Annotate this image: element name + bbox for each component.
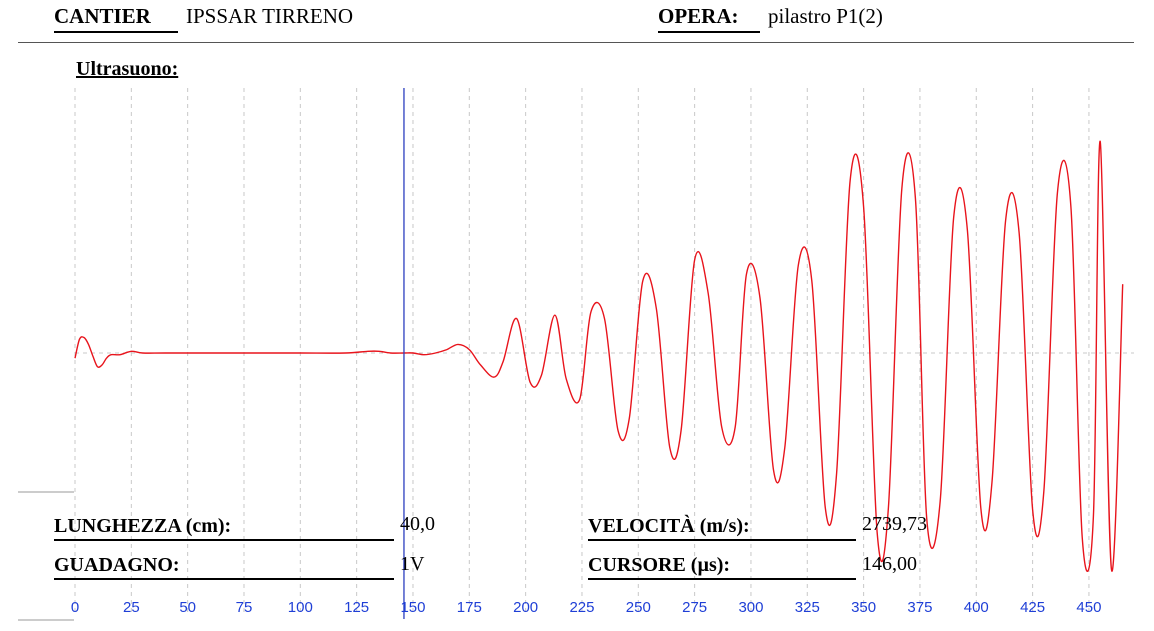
- x-tick-label: 50: [179, 599, 196, 616]
- signal-series-line: [74, 140, 1124, 572]
- x-tick-label: 375: [907, 599, 932, 616]
- x-tick-label: 450: [1076, 599, 1101, 616]
- x-tick-label: 275: [682, 599, 707, 616]
- x-tick-label: 175: [457, 599, 482, 616]
- opera-value: pilastro P1(2): [768, 4, 883, 28]
- x-tick-label: 225: [569, 599, 594, 616]
- lunghezza-label: LUNGHEZZA (cm):: [54, 515, 394, 541]
- section-title: Ultrasuono:: [76, 58, 179, 80]
- x-tick-label: 75: [236, 599, 253, 616]
- velocita-value: 2739,73: [862, 513, 927, 535]
- lunghezza-value: 40,0: [400, 513, 435, 535]
- x-tick-label: 25: [123, 599, 140, 616]
- header-divider: [18, 42, 1134, 43]
- cursore-label: CURSORE (µs):: [588, 554, 856, 580]
- velocita-label: VELOCITÀ (m/s):: [588, 515, 856, 541]
- x-tick-label: 200: [513, 599, 538, 616]
- cantier-value: IPSSAR TIRRENO: [186, 4, 354, 28]
- guadagno-label: GUADAGNO:: [54, 554, 394, 580]
- x-tick-label: 425: [1020, 599, 1045, 616]
- guadagno-value: 1V: [400, 553, 425, 575]
- x-tick-label: 325: [795, 599, 820, 616]
- cantier-label: CANTIER: [54, 4, 178, 33]
- opera-header: OPERA: pilastro P1(2): [658, 4, 883, 33]
- cursore-value: 146,00: [862, 553, 917, 575]
- x-tick-label: 350: [851, 599, 876, 616]
- x-tick-label: 100: [288, 599, 313, 616]
- x-tick-label: 400: [964, 599, 989, 616]
- x-tick-label: 125: [344, 599, 369, 616]
- opera-label: OPERA:: [658, 4, 760, 33]
- x-tick-label: 250: [626, 599, 651, 616]
- x-tick-label: 150: [400, 599, 425, 616]
- x-tick-label: 300: [738, 599, 763, 616]
- x-tick-label: 0: [71, 599, 79, 616]
- cantier-header: CANTIER IPSSAR TIRRENO: [54, 4, 353, 33]
